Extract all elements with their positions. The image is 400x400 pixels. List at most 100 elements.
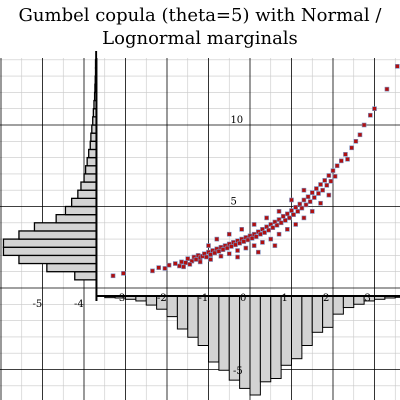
scatter-point [312,195,317,200]
y-histogram-bar [33,222,98,232]
scatter-point [237,240,242,246]
scatter-point [166,262,172,268]
chart-title-line-1: Gumbel copula (theta=5) with Normal / [18,5,382,26]
scatter-point [266,227,271,233]
scatter-point [324,183,330,188]
x-histogram-bar [291,295,303,360]
scatter-point [307,199,313,204]
scatter-point [326,173,332,178]
chart-title-line-2: Lognormal marginals [102,28,298,49]
scatter-point [260,240,265,245]
x-histogram-bar [259,295,272,383]
scatter-point [243,245,249,251]
y-histogram-bar [46,262,98,273]
scatter-point [249,235,255,241]
scatter-point [372,106,377,111]
scatter-point [177,263,182,269]
scatter-point [185,256,191,261]
x-tick-label: 3 [365,293,371,304]
scatter-point [274,222,280,228]
x-marginal-histogram [104,295,400,396]
x-histogram-bar [249,295,261,396]
scatter-point [320,187,325,193]
scatter-point [272,243,278,248]
scatter-point [253,234,259,239]
scatter-point [289,197,294,203]
x-tick-label: 2 [323,293,329,304]
y-histogram-bar [71,197,98,208]
scatter-point [330,168,336,173]
scatter-point [224,245,230,251]
scatter-point [181,264,186,270]
y-tick-label: 10 [230,115,243,126]
scatter-point [220,247,226,252]
x-histogram-bar [218,295,230,371]
scatter-point [293,222,298,227]
scatter-point [285,211,290,217]
scatter-point [262,230,267,235]
scatter-point [318,200,323,206]
x-histogram-bar [208,295,220,363]
scatter-point [208,257,213,262]
y-histogram-bar [80,181,98,191]
y-tick-label: 5 [230,197,236,208]
scatter-point [251,243,257,248]
scatter-point [297,201,303,207]
scatter-point [285,227,290,232]
x-tick-label: 0 [240,293,246,304]
scatter-point [226,231,232,237]
scatter-point [264,215,269,221]
x-tick-label: -3 [116,293,126,304]
scatter-point [309,190,315,195]
x-histogram-bar [166,295,178,318]
scatter-point [293,205,298,210]
x-histogram-bar [176,295,189,330]
scatter-point [268,236,274,242]
scatter-point [110,273,116,279]
scatter-point [301,197,307,203]
scatter-point [121,271,126,276]
scatter-point [309,209,315,214]
scatter-point [179,259,184,265]
x-histogram-bar [280,295,292,366]
scatter-point [338,158,344,164]
scatter-point [291,212,296,217]
scatter-point [299,205,305,211]
scatter-point [316,191,321,196]
scatter-point [173,261,178,266]
axes [95,58,400,302]
y-histogram-bar [2,246,98,257]
x-histogram-bar [353,295,365,305]
y-histogram-bar [86,156,98,167]
scatter-point [303,202,309,208]
x-tick-label: -5 [33,299,43,310]
y-histogram-bar [74,271,98,281]
x-tick-label: -1 [199,293,209,304]
scatter-point [241,239,247,244]
scatter-point [183,260,188,266]
scatter-point [289,208,294,213]
x-histogram-bar [311,295,324,333]
scatter-point [345,156,350,162]
scatter-point [357,132,363,138]
x-tick-label: -4 [74,299,84,310]
scatter-point [305,194,311,200]
chart-title: Gumbel copula (theta=5) with Normal / Lo… [0,4,400,50]
scatter-point [353,139,359,144]
scatter-point [322,178,328,183]
tick-labels: -5 -4 -3 -2 -1 0 1 2 3 5 10 -5 [33,115,371,377]
y-marginal-histogram [2,51,98,281]
scatter-point [235,248,240,253]
scatter-point [270,225,276,230]
scatter-point [276,231,282,237]
scatter-point [156,265,161,270]
y-histogram-bar [83,173,98,183]
x-histogram-bar [301,295,313,346]
scatter-point [343,152,348,157]
scatter-point [235,254,240,260]
scatter-point [193,257,199,262]
x-histogram-bar [342,295,355,309]
y-histogram-bar [2,238,98,248]
scatter-point [276,209,282,214]
scatter-point [216,249,222,254]
